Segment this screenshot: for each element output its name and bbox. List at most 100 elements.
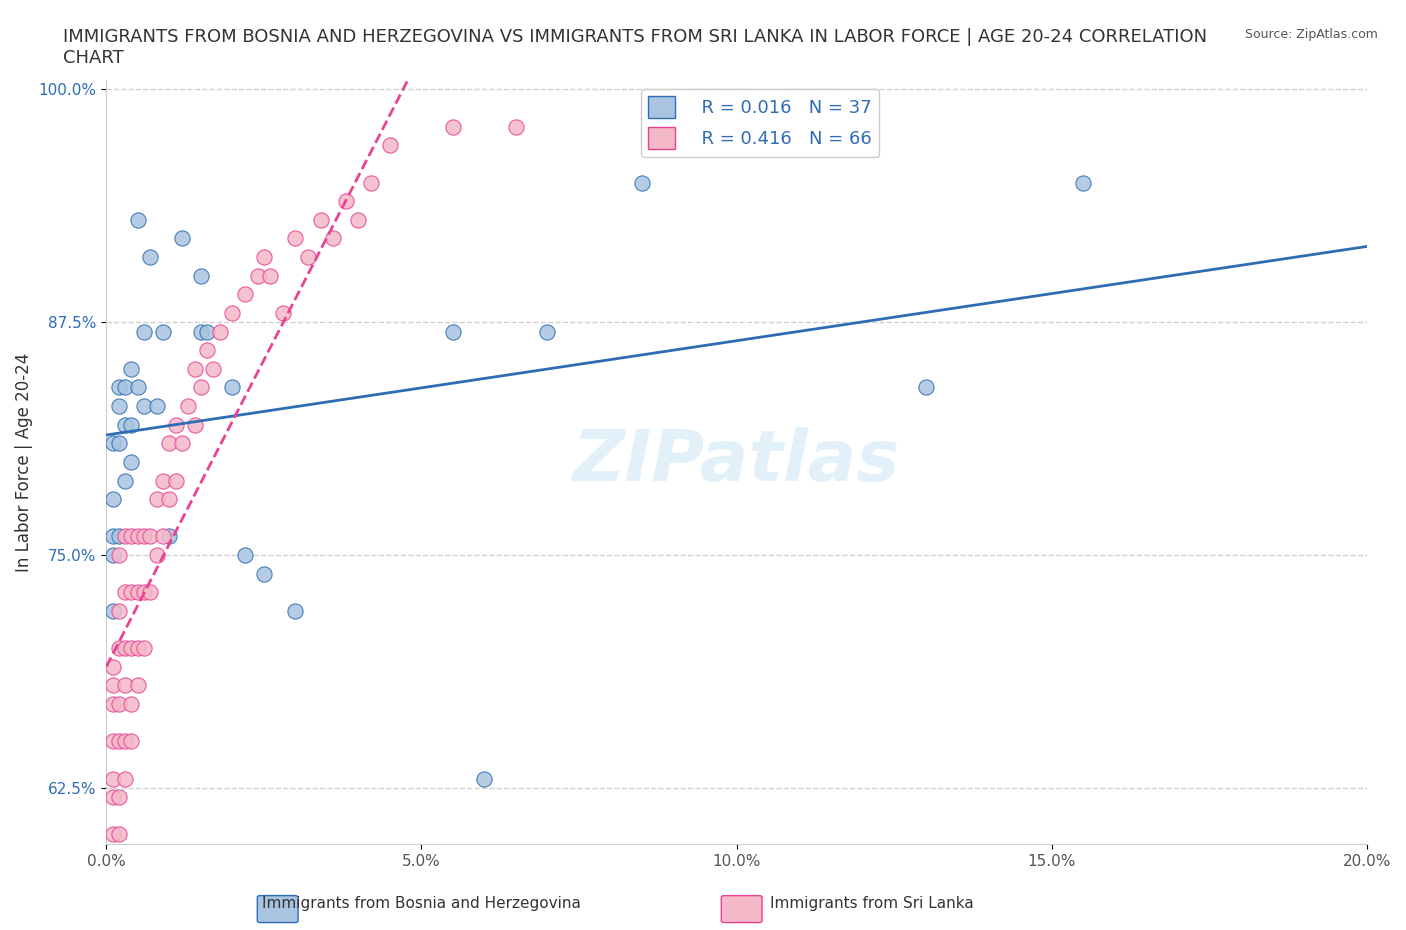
Point	[139, 585, 162, 600]
Text: Source: ZipAtlas.com: Source: ZipAtlas.com	[1244, 28, 1378, 41]
Point	[145, 492, 167, 507]
Point	[378, 138, 401, 153]
Point	[108, 827, 131, 842]
Point	[101, 436, 124, 451]
Point	[202, 362, 225, 377]
Point	[101, 827, 124, 842]
Point	[101, 678, 124, 693]
Point	[132, 585, 155, 600]
Text: ZIPatlas: ZIPatlas	[572, 428, 900, 497]
Point	[145, 548, 167, 563]
Point	[195, 343, 218, 358]
Point	[114, 641, 136, 656]
Point	[190, 380, 212, 395]
Point	[157, 492, 180, 507]
Point	[114, 771, 136, 786]
Point	[441, 119, 464, 134]
Point	[121, 362, 143, 377]
Point	[139, 249, 162, 264]
Point	[101, 771, 124, 786]
Point	[631, 175, 654, 190]
Point	[114, 380, 136, 395]
Point	[208, 325, 231, 339]
Point	[121, 529, 143, 544]
Point	[309, 212, 332, 227]
Point	[233, 548, 256, 563]
Point	[152, 325, 174, 339]
Point	[114, 734, 136, 749]
Point	[221, 305, 243, 320]
Point	[536, 325, 558, 339]
Point	[152, 529, 174, 544]
Point	[914, 380, 936, 395]
Point	[108, 548, 131, 563]
Point	[165, 418, 187, 432]
Point	[165, 473, 187, 488]
Point	[127, 641, 149, 656]
Point	[190, 268, 212, 283]
Point	[246, 268, 269, 283]
Point	[108, 604, 131, 618]
Point	[132, 641, 155, 656]
Point	[284, 604, 307, 618]
Point	[132, 399, 155, 414]
Point	[121, 585, 143, 600]
Point	[284, 231, 307, 246]
Point	[259, 268, 281, 283]
Point	[132, 529, 155, 544]
Point	[190, 325, 212, 339]
Point	[127, 212, 149, 227]
Point	[127, 585, 149, 600]
Point	[114, 585, 136, 600]
Point	[101, 734, 124, 749]
Legend:   R = 0.016   N = 37,   R = 0.416   N = 66: R = 0.016 N = 37, R = 0.416 N = 66	[641, 89, 879, 156]
Point	[360, 175, 382, 190]
Point	[101, 492, 124, 507]
Point	[121, 697, 143, 711]
Point	[139, 529, 162, 544]
Point	[101, 529, 124, 544]
Point	[127, 678, 149, 693]
Point	[121, 641, 143, 656]
Point	[152, 473, 174, 488]
Point	[127, 529, 149, 544]
Point	[114, 678, 136, 693]
Point	[221, 380, 243, 395]
Point	[114, 418, 136, 432]
Point	[271, 305, 294, 320]
Point	[108, 734, 131, 749]
Point	[121, 418, 143, 432]
Point	[127, 380, 149, 395]
Text: Immigrants from Bosnia and Herzegovina: Immigrants from Bosnia and Herzegovina	[263, 897, 581, 911]
Text: IMMIGRANTS FROM BOSNIA AND HERZEGOVINA VS IMMIGRANTS FROM SRI LANKA IN LABOR FOR: IMMIGRANTS FROM BOSNIA AND HERZEGOVINA V…	[63, 28, 1208, 67]
Point	[108, 641, 131, 656]
Point	[108, 380, 131, 395]
Point	[474, 771, 496, 786]
Y-axis label: In Labor Force | Age 20-24: In Labor Force | Age 20-24	[15, 352, 32, 572]
Point	[145, 399, 167, 414]
Point	[233, 286, 256, 301]
Point	[253, 249, 276, 264]
Point	[347, 212, 370, 227]
Point	[108, 436, 131, 451]
Point	[183, 418, 205, 432]
Point	[101, 604, 124, 618]
Point	[121, 455, 143, 470]
Point	[335, 193, 357, 208]
Point	[101, 548, 124, 563]
Point	[108, 790, 131, 804]
Text: Immigrants from Sri Lanka: Immigrants from Sri Lanka	[770, 897, 973, 911]
Point	[170, 231, 193, 246]
Point	[195, 325, 218, 339]
Point	[157, 436, 180, 451]
Point	[441, 325, 464, 339]
Point	[108, 529, 131, 544]
Point	[101, 659, 124, 674]
Point	[108, 399, 131, 414]
Point	[505, 119, 527, 134]
Point	[177, 399, 200, 414]
Point	[183, 362, 205, 377]
Point	[253, 566, 276, 581]
Point	[121, 734, 143, 749]
Point	[297, 249, 319, 264]
